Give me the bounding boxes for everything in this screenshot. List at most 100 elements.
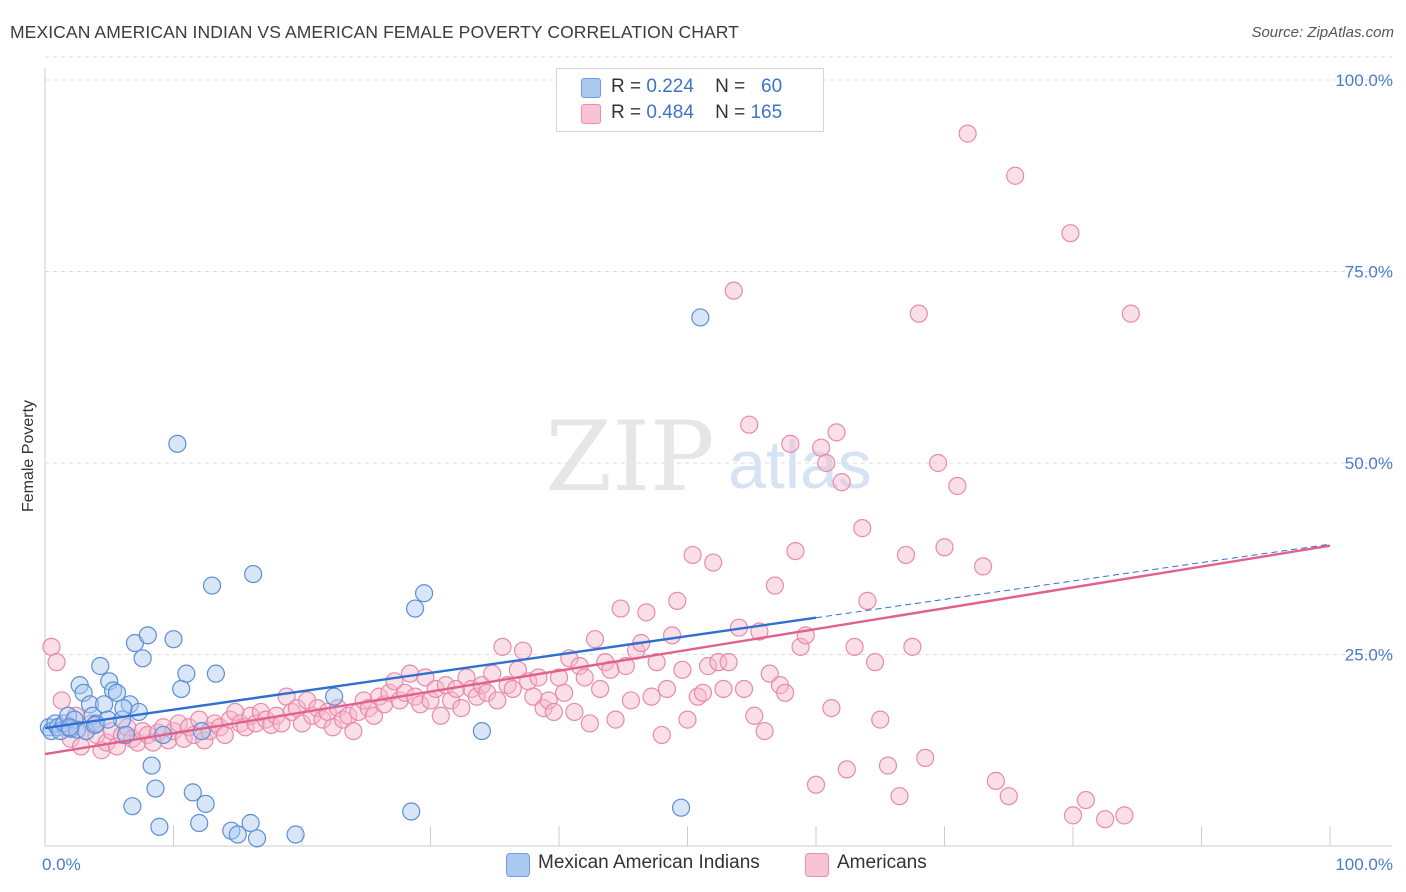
americans-point (42, 637, 61, 656)
americans-point (740, 415, 759, 434)
mexican-american-indians-point (123, 797, 142, 816)
americans-point (1096, 810, 1115, 829)
stats-legend: R = 0.224 N = 60 R = 0.484 N = 165 (556, 68, 824, 132)
americans-point (837, 760, 856, 779)
mexican-american-indians-point (107, 683, 127, 702)
source-label: Source: ZipAtlas.com (1251, 24, 1394, 41)
americans-point (323, 718, 342, 737)
mexican-american-indians-point (150, 817, 169, 836)
americans-point (871, 710, 890, 729)
americans-point (948, 476, 967, 496)
americans-point (678, 710, 697, 729)
americans-point (662, 626, 682, 645)
mexican-american-indians-point (114, 699, 133, 718)
mexican-american-indians-point (206, 664, 226, 683)
legend-swatch-pink (581, 104, 601, 124)
y-tick-label: 25.0% (1345, 646, 1393, 665)
americans-point (909, 304, 928, 323)
legend-r-label: R = (611, 102, 642, 123)
americans-point (745, 706, 764, 725)
legend-label: Mexican American Indians (538, 852, 760, 873)
americans-point (513, 641, 533, 660)
americans-point (637, 603, 656, 622)
americans-point (719, 653, 738, 672)
americans-point (812, 438, 831, 457)
watermark: ZIP atlas (545, 401, 871, 513)
americans-point (878, 756, 898, 775)
americans-point (642, 687, 661, 706)
chart-title: MEXICAN AMERICAN INDIAN VS AMERICAN FEMA… (10, 22, 739, 42)
mexican-american-indians-point (183, 783, 202, 802)
mexican-american-indians-point (202, 576, 222, 595)
americans-point (477, 683, 497, 702)
americans-point (958, 124, 977, 143)
legend-r-value: 0.484 (646, 102, 694, 123)
americans-point (226, 702, 245, 722)
americans-point (724, 281, 743, 300)
y-axis-label: Female Poverty (20, 400, 37, 512)
mexican-american-indians-point (129, 702, 148, 722)
mexican-american-indians-point (138, 626, 157, 645)
mexican-american-indians-trend (44, 616, 817, 730)
legend-n-label: N = (715, 76, 746, 97)
americans-point (431, 706, 450, 725)
americans-point (832, 473, 851, 492)
americans-point (441, 691, 461, 710)
americans-point (493, 637, 512, 656)
americans-point (791, 637, 810, 656)
watermark-atlas: atlas (728, 427, 872, 503)
americans-point (714, 679, 733, 699)
mexican-american-indians-point (95, 695, 114, 714)
americans-point (903, 637, 922, 656)
mexican-american-indians-point (402, 802, 421, 821)
americans-point (47, 653, 66, 672)
mexican-american-indians-point (142, 756, 161, 775)
x-tick-label: 100.0% (1335, 855, 1393, 874)
legend-swatch-blue (506, 853, 530, 877)
americans-point (52, 691, 71, 710)
americans-point (544, 702, 563, 722)
americans-point (806, 775, 826, 794)
mexican-american-indians-point (196, 794, 215, 813)
americans-point (174, 729, 193, 748)
mexican-american-indians-point (472, 721, 491, 741)
americans-point (364, 706, 384, 725)
americans-point (488, 691, 507, 710)
legend-r-label: R = (611, 76, 642, 97)
americans-point (657, 679, 677, 699)
legend-label: Americans (837, 852, 927, 873)
americans-point (973, 557, 993, 576)
mexican-american-indians-point (168, 434, 187, 453)
y-tick-label: 75.0% (1345, 263, 1393, 282)
mexican-american-indians-point (286, 825, 305, 844)
mexican-american-indians-point (228, 825, 247, 844)
americans-point (999, 787, 1018, 806)
americans-point (580, 714, 599, 733)
americans-point (755, 721, 774, 741)
americans-point (452, 699, 471, 718)
americans-point (503, 679, 522, 699)
legend-swatch-blue (581, 78, 601, 98)
mexican-american-indians-point (74, 683, 93, 702)
americans-point (853, 519, 872, 538)
mexican-american-indians-point (80, 695, 100, 714)
tick-labels: 25.0% 50.0% 75.0% 100.0% 0.0% 100.0% (42, 71, 1393, 874)
americans-point (935, 538, 954, 557)
americans-point (400, 664, 420, 683)
americans-point (845, 637, 864, 656)
mexican-american-indians-point (691, 308, 710, 327)
americans-point (734, 679, 754, 699)
mexican-american-indians-points (39, 308, 710, 848)
legend-swatch-pink (805, 853, 829, 877)
americans-point (159, 731, 178, 750)
americans-point (781, 434, 800, 453)
mexican-american-indians-point (247, 829, 267, 848)
americans-point (916, 748, 935, 768)
mexican-american-indians-point (91, 656, 110, 676)
americans-point (292, 714, 312, 733)
legend-r-value: 0.224 (646, 76, 694, 97)
mexican-american-indians-trend-extension (815, 543, 1331, 619)
americans-point (1076, 790, 1095, 810)
americans-point (765, 576, 784, 595)
